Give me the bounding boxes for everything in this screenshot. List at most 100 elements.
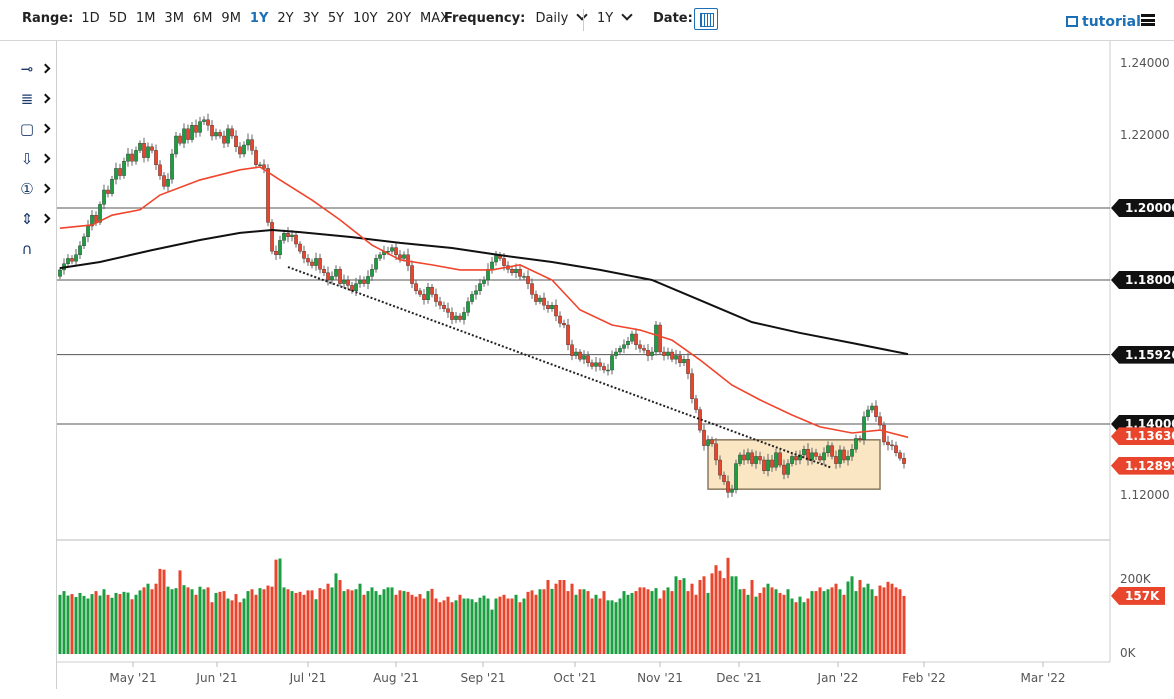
candle-body — [618, 348, 622, 353]
calendar-button[interactable] — [694, 8, 718, 30]
volume-bar — [318, 588, 322, 654]
frequency-dropdown[interactable]: Frequency: Daily — [444, 9, 589, 26]
volume-bar — [482, 595, 486, 654]
candle-body — [550, 305, 554, 310]
arrow-tool-button[interactable]: ⇩ — [14, 150, 51, 172]
volume-bar — [146, 583, 150, 654]
candle-body — [370, 269, 374, 277]
trendline[interactable] — [287, 266, 833, 469]
volume-bar — [778, 592, 782, 654]
volume-bar — [126, 592, 130, 654]
candle-body — [474, 290, 478, 295]
candle — [862, 411, 866, 445]
volume-bar — [610, 600, 614, 654]
candle — [274, 245, 278, 260]
range-option-5d[interactable]: 5D — [108, 11, 127, 26]
candle — [198, 116, 202, 137]
candle-body — [318, 258, 322, 270]
measure-tool-button[interactable]: ⇕ — [14, 210, 51, 232]
candle — [298, 241, 302, 254]
candle — [630, 330, 634, 345]
candle — [878, 412, 882, 430]
volume-bar — [786, 589, 790, 654]
candle — [246, 133, 250, 151]
range-option-20y[interactable]: 20Y — [386, 11, 412, 26]
rectangle-tool-button[interactable]: ▢ — [14, 120, 51, 142]
candle — [546, 300, 550, 313]
candle — [606, 363, 610, 376]
volume-bar — [522, 598, 526, 654]
candle — [242, 141, 246, 158]
candle — [846, 450, 850, 466]
candle-body — [462, 312, 466, 320]
candle — [890, 439, 894, 451]
candle — [226, 124, 230, 148]
marker-tool-button[interactable]: ① — [14, 180, 51, 202]
range-option-9m[interactable]: 9M — [221, 11, 241, 26]
candle-body — [254, 150, 258, 165]
candle — [850, 444, 854, 461]
volume-bar — [338, 580, 342, 654]
candle — [334, 265, 338, 280]
tutorial-link[interactable]: tutorial — [1066, 14, 1141, 30]
volume-bar — [574, 594, 578, 654]
candle-body — [490, 261, 494, 270]
magnet-button[interactable]: ∩ — [14, 240, 50, 262]
range-option-5y[interactable]: 5Y — [327, 11, 345, 26]
volume-bar — [290, 591, 294, 654]
volume-bar — [874, 595, 878, 654]
fibonacci-tool-button[interactable]: ≣ — [14, 90, 51, 112]
volume-bar — [818, 587, 822, 654]
hamburger-menu-icon[interactable] — [1141, 14, 1155, 26]
range-option-1m[interactable]: 1M — [135, 11, 156, 26]
volume-bar — [838, 589, 842, 654]
range-option-max[interactable]: MAX — [420, 11, 450, 26]
volume-bar — [402, 591, 406, 654]
volume-bar — [858, 580, 862, 654]
time-tick-label: Dec '21 — [716, 671, 762, 685]
volume-bar — [166, 586, 170, 654]
candle-body — [454, 315, 458, 320]
candle-body — [82, 236, 86, 247]
candle-body — [554, 305, 558, 317]
candle-body — [110, 178, 114, 194]
volume-bar — [394, 594, 398, 654]
candle-body — [126, 153, 130, 162]
candle — [146, 142, 150, 162]
volume-bar — [242, 598, 246, 654]
candle-body — [614, 351, 618, 356]
volume-bar — [826, 589, 830, 654]
range-option-6m[interactable]: 6M — [192, 11, 213, 26]
volume-bar — [390, 587, 394, 654]
candle — [662, 346, 666, 361]
volume-bar — [646, 589, 650, 654]
candle-body — [138, 142, 142, 151]
volume-bar — [502, 594, 506, 654]
range-option-2y[interactable]: 2Y — [277, 11, 294, 26]
period-dropdown[interactable]: 1Y — [597, 9, 633, 26]
range-option-1d[interactable]: 1D — [81, 11, 100, 26]
slow-moving-average-line[interactable] — [59, 228, 909, 356]
candle — [894, 441, 898, 457]
candle-body — [378, 254, 382, 259]
candle — [446, 302, 450, 318]
range-option-1y[interactable]: 1Y — [249, 11, 269, 26]
range-option-3y[interactable]: 3Y — [302, 11, 319, 26]
line-tool-button[interactable]: ⊸ — [14, 60, 51, 82]
candle-body — [694, 398, 698, 410]
candle-body — [390, 247, 394, 252]
volume-bar — [718, 570, 722, 654]
fast-moving-average-line[interactable] — [59, 166, 909, 439]
volume-bar — [742, 588, 746, 654]
candle-body — [638, 344, 642, 349]
range-option-3m[interactable]: 3M — [164, 11, 184, 26]
candle-body — [310, 261, 314, 266]
range-option-10y[interactable]: 10Y — [353, 11, 378, 26]
candle-body — [458, 315, 462, 320]
volume-bar — [854, 591, 858, 654]
volume-bar — [774, 589, 778, 654]
candle-body — [158, 164, 162, 176]
candle-body — [86, 225, 90, 238]
candle — [410, 260, 414, 289]
